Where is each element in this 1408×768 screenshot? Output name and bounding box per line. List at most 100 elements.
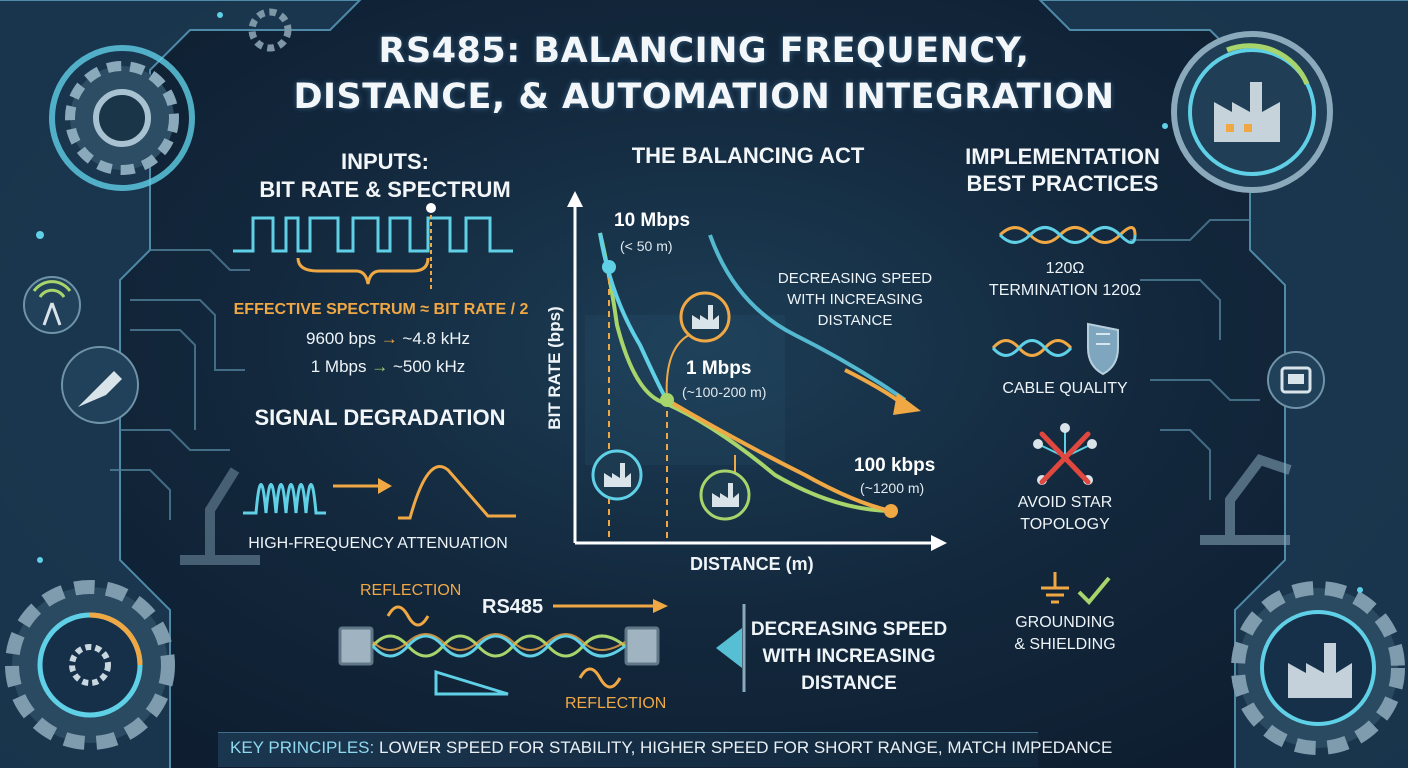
attenuation-wedge xyxy=(434,669,509,696)
termination-line-1: 120Ω xyxy=(1045,260,1085,277)
shield-icon xyxy=(1087,322,1119,376)
example-1-frequency: ~4.8 kHz xyxy=(402,329,470,348)
transceiver-right-icon xyxy=(624,626,660,666)
decreasing-trend-curve xyxy=(708,234,907,402)
factory-icon xyxy=(1171,31,1333,193)
transceiver-left-icon xyxy=(338,626,374,666)
point-1mbps xyxy=(660,393,674,407)
x-axis-label: DISTANCE (m) xyxy=(690,554,814,574)
balancing-chart xyxy=(567,191,947,551)
attenuation-diagram xyxy=(243,465,516,520)
arrow-icon xyxy=(378,478,392,494)
key-principles-label: KEY PRINCIPLES: xyxy=(230,738,375,757)
left-frame-panel xyxy=(0,0,360,768)
star-topology-label: AVOID STAR TOPOLOGY xyxy=(975,492,1155,536)
speaker-cone-icon xyxy=(716,604,746,692)
termination-line-2: TERMINATION 120Ω xyxy=(988,282,1142,299)
star-topology-icon xyxy=(1033,423,1097,485)
reflection-wave-top xyxy=(386,605,430,627)
cable-note-line-2: WITH INCREASING xyxy=(762,646,936,667)
check-icon xyxy=(1077,576,1111,605)
factory-icon xyxy=(1231,581,1405,755)
circuit-traces xyxy=(110,219,1260,520)
robot-arm-icon xyxy=(1200,454,1292,545)
twisted-pair-wire-b xyxy=(371,634,626,658)
point-2-rate: 1 Mbps xyxy=(686,358,752,379)
grounding-icon xyxy=(1041,572,1111,605)
example-1-bitrate: 9600 bps xyxy=(306,329,376,348)
square-wave-diagram xyxy=(233,203,513,291)
close-icon xyxy=(1039,431,1091,485)
key-principles: KEY PRINCIPLES: LOWER SPEED FOR STABILIT… xyxy=(230,738,1112,758)
grounding-label: GROUNDING & SHIELDING xyxy=(975,612,1155,656)
ground-line-1: GROUNDING xyxy=(1015,614,1115,631)
right-frame-panel xyxy=(1040,0,1408,768)
gear-icon xyxy=(5,580,175,750)
star-line-1: AVOID STAR xyxy=(1017,494,1113,511)
example-2-frequency: ~500 kHz xyxy=(392,357,466,376)
twisted-pair-wire-a xyxy=(371,634,626,658)
y-axis-label-box: BIT RATE (bps) xyxy=(535,258,575,478)
twisted-pair-icon xyxy=(998,226,1137,244)
inputs-heading-line-1: INPUTS: xyxy=(341,149,429,174)
point-2-distance: (~100-200 m) xyxy=(682,384,767,400)
spectrum-brace xyxy=(296,257,430,285)
page-title: RS485: BALANCING FREQUENCY, DISTANCE, & … xyxy=(0,28,1408,120)
rs485-label: RS485 xyxy=(482,596,544,618)
y-axis-arrow xyxy=(567,191,583,207)
footer-bar xyxy=(218,732,1038,767)
reflection-top-label: REFLECTION xyxy=(360,582,462,599)
spectrum-example-1: 9600 bps → ~4.8 kHz xyxy=(258,329,518,349)
rs485-cable-diagram xyxy=(338,599,668,696)
termination-label: 120Ω TERMINATION 120Ω xyxy=(975,258,1155,302)
arrow-icon xyxy=(653,599,668,613)
reflection-wave-bottom xyxy=(578,667,622,689)
point-1-rate: 10 Mbps xyxy=(614,210,691,231)
trend-arrow-icon xyxy=(893,393,921,415)
gear-icon xyxy=(248,8,292,52)
attenuation-caption: HIGH-FREQUENCY ATTENUATION xyxy=(248,535,508,552)
factory-icon xyxy=(679,291,731,343)
title-line-1: RS485: BALANCING FREQUENCY, xyxy=(378,31,1030,71)
attenuated-pulse xyxy=(398,465,516,520)
point-1-distance: (< 50 m) xyxy=(620,238,673,254)
factory-icon xyxy=(699,469,751,521)
degradation-heading: SIGNAL DEGRADATION xyxy=(254,405,506,430)
cable-quality-icon xyxy=(991,322,1119,376)
spectrum-example-2: 1 Mbps → ~500 kHz xyxy=(258,357,518,377)
trend-curve-orange xyxy=(665,398,892,513)
cable-note-line-3: DISTANCE xyxy=(801,673,897,694)
cursor-dot xyxy=(426,203,436,213)
square-wave xyxy=(233,216,513,253)
best-practices-line-1: IMPLEMENTATION xyxy=(965,144,1160,169)
ethernet-plug-icon xyxy=(61,346,139,424)
factory-icon xyxy=(591,449,643,501)
cable-note-line-1: DECREASING SPEED xyxy=(750,619,948,640)
balancing-heading: THE BALANCING ACT xyxy=(631,143,865,168)
point-3-distance: (~1200 m) xyxy=(860,480,925,496)
chart-trend-note: DECREASING SPEED WITH INCREASING DISTANC… xyxy=(760,268,950,331)
arrow-icon: → xyxy=(371,357,389,376)
antenna-icon xyxy=(23,276,81,334)
key-principles-text: LOWER SPEED FOR STABILITY, HIGHER SPEED … xyxy=(378,738,1113,757)
trend-note-line-3: DISTANCE xyxy=(817,312,893,329)
trend-note-line-2: WITH INCREASING xyxy=(787,291,923,308)
gear-icon xyxy=(49,45,195,191)
best-practices-line-2: BEST PRACTICES xyxy=(966,171,1159,196)
trend-note-line-1: DECREASING SPEED xyxy=(777,270,933,287)
title-line-2: DISTANCE, & AUTOMATION INTEGRATION xyxy=(293,77,1115,117)
ground-line-2: & SHIELDING xyxy=(1014,636,1116,653)
high-frequency-burst xyxy=(243,483,326,515)
x-axis-arrow xyxy=(931,535,947,551)
arrow-icon: → xyxy=(380,329,398,348)
robot-arm-icon xyxy=(180,467,260,565)
twisted-pair-wire-c xyxy=(372,633,626,651)
ethernet-port-icon xyxy=(1267,351,1325,409)
inputs-heading: INPUTS: BIT RATE & SPECTRUM xyxy=(230,148,540,204)
reflection-bottom-label: REFLECTION xyxy=(565,695,667,712)
best-practices-heading: IMPLEMENTATION BEST PRACTICES xyxy=(950,143,1175,197)
cable-speed-note: DECREASING SPEED WITH INCREASING DISTANC… xyxy=(738,616,960,697)
cable-quality-label: CABLE QUALITY xyxy=(1002,380,1128,397)
inputs-heading-line-2: BIT RATE & SPECTRUM xyxy=(259,177,511,202)
